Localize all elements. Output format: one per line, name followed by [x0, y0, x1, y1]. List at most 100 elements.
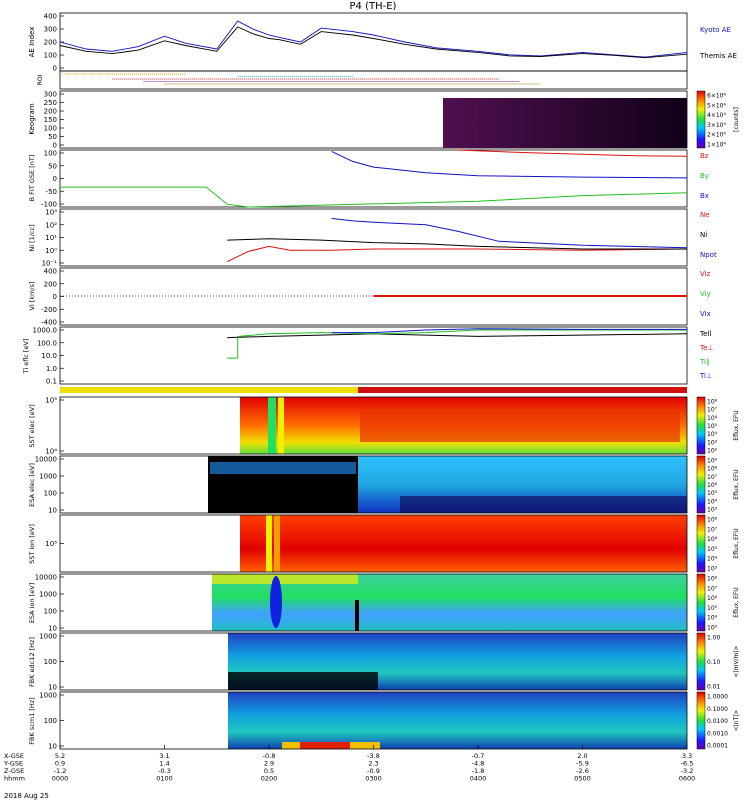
legend-bz: Bz [700, 152, 709, 160]
legend-Tell: Tell [699, 330, 711, 338]
y-tick-label: 10² [45, 221, 57, 229]
spectrogram-yellow-band [212, 574, 358, 584]
panel-frame [59, 573, 688, 632]
spectrogram-main [228, 692, 687, 749]
y-tick-label: -50 [46, 188, 57, 196]
y-tick-labels: 100 50 0 -50 -100 [41, 150, 64, 209]
colorbar-tick-label: 10² [707, 448, 718, 455]
colorbar-tick-label: 6×10⁴ [707, 93, 726, 100]
panel-fbk-edc12: FBK edc12 [Hz] 1000 100 10 1.00 0.10 0.01 <|m… [28, 633, 740, 692]
colorbar [696, 455, 706, 514]
panel-ylabel: SST ion [eV] [28, 524, 36, 564]
y-tick-labels: 10³ 10² 10¹ 10⁰ 10⁻¹ [42, 209, 64, 268]
time-axis-value: -5.9 [576, 760, 589, 768]
spectrogram-streak [266, 515, 272, 572]
time-axis-value: 2.3 [368, 760, 378, 768]
colorbar-tick-label: 10⁷ [707, 585, 718, 592]
colorbar-tick-label: 10³ [707, 439, 718, 446]
y-tick-label: 200 [44, 280, 57, 288]
colorbar-tick-label: 10⁶ [707, 595, 718, 602]
time-axis-value: 3.3 [682, 752, 692, 760]
bfit-series [60, 149, 688, 208]
spectrogram-band [210, 462, 356, 474]
panel-fbk-scm1: FBK scm1 [Hz] 1000 100 10 1.0000 0.1000 0.01… [28, 692, 740, 751]
y-tick-labels: 400 300 200 100 0 [44, 13, 64, 73]
time-axis-value: -0.7 [472, 752, 485, 760]
colorbar [696, 90, 706, 149]
y-tick-label: 50 [48, 162, 57, 170]
legend-Ti⊥: Ti⊥ [699, 372, 712, 380]
legend: Viz Viy Vix [700, 270, 711, 318]
y-tick-label: 10 [48, 684, 57, 692]
time-axis-value: -0.8 [263, 752, 276, 760]
colorbar-tick-label: 10⁸ [707, 517, 718, 524]
colorbar-tick-label: 0.0001 [707, 743, 728, 750]
y-tick-labels: 1000 100 10 [39, 633, 64, 692]
y-tick-labels: 10000 1000 100 10 [35, 456, 64, 515]
y-tick-label: 100 [44, 717, 57, 725]
y-tick-label: 1000 [39, 591, 57, 599]
y-tick-label: 10⁵ [45, 540, 57, 548]
panel-frame [59, 208, 688, 267]
panel-ti: Ti eflc [eV] 1000.0100.010.01.00.1 TellT… [22, 327, 714, 386]
colorbar-label: Eflux, EFU [733, 587, 740, 617]
y-tick-labels: 10⁵ [45, 540, 64, 548]
time-axis-value: -0.3 [158, 767, 171, 775]
colorbar-tick-label: 10³ [707, 566, 718, 573]
colorbar-tick-label: 4×10⁴ [707, 112, 726, 119]
spectrogram-streak [278, 397, 284, 454]
colorbar-label: [counts] [733, 107, 740, 132]
time-axis-value: 1.4 [159, 760, 169, 768]
colorbar [696, 573, 706, 632]
legend-bx: Bx [700, 192, 709, 200]
spectrogram-blue-feature [270, 576, 282, 628]
y-tick-label: 300 [44, 26, 57, 34]
time-axis-value: 3.1 [159, 752, 169, 760]
colorbar-ticks: 6×10⁴ 5×10⁴ 4×10⁴ 3×10⁴ 2×10⁴ 1×10⁴ [counts] [707, 93, 740, 149]
y-tick-label: -200 [41, 306, 57, 314]
y-tick-label: 10 [48, 625, 57, 633]
panel-bfit: B FIT GSE [nT] 100 50 0 -50 -100 Bz By Bx [28, 150, 709, 209]
colorbar-label: Eflux, EFU [733, 410, 740, 440]
legend-Ti∥: Ti∥ [699, 358, 710, 366]
time-axis-row-label: Z-GSE [4, 767, 24, 775]
time-axis-value: 0.5 [264, 767, 274, 775]
y-tick-label: 400 [44, 268, 57, 276]
legend-viz: Viz [700, 270, 711, 278]
y-tick-label: 0.1 [46, 378, 57, 386]
panel-esa-ion: ESA ion [eV] 10000 1000 100 10 10⁸ 10⁷ 10⁶ 10⁵… [28, 574, 740, 633]
y-tick-label: 100 [44, 608, 57, 616]
y-tick-label: 10 [48, 743, 57, 751]
colorbar-label: Eflux, EFU [733, 528, 740, 558]
spectrogram-low-band [400, 496, 687, 513]
y-tick-label: 10.0 [41, 352, 57, 360]
panel-ylabel: SST elec [eV] [28, 404, 36, 447]
panel-sst-ion: SST ion [eV] 10⁵ 10⁸ 10⁷ 10⁶ 10⁵ 10⁴ 10³ Eflux… [28, 514, 740, 573]
colorbar [696, 632, 706, 691]
y-tick-label: 0 [53, 293, 57, 301]
y-tick-label: 200 [44, 39, 57, 47]
y-tick-label: 0 [53, 142, 57, 150]
y-tick-label: 300 [44, 91, 57, 99]
series-bx [331, 150, 688, 179]
colorbar-tick-label: 10⁸ [707, 466, 718, 473]
time-axis-value: 5.2 [55, 752, 65, 760]
roi-bar-yellow [60, 387, 358, 393]
y-tick-labels: 400 200 0 -200 -400 [41, 268, 64, 327]
colorbar-tick-label: 10⁷ [707, 474, 718, 481]
colorbar-tick-label: 10⁸ [707, 399, 718, 406]
y-tick-label: -100 [41, 201, 57, 209]
legend-kyoto-ae: Kyoto AE [700, 26, 731, 34]
y-tick-label: 100 [44, 658, 57, 666]
spectrogram-streak [268, 397, 276, 454]
colorbar-tick-label: 10³ [707, 625, 718, 632]
time-axis-value: -2.6 [576, 767, 589, 775]
colorbar-tick-label: 5×10⁴ [707, 102, 726, 109]
y-tick-label: 10⁴ [45, 448, 57, 456]
series-ni [227, 238, 687, 250]
panel-vi: Vi [km/s] 400 200 0 -200 -400 Viz Viy Vix [28, 268, 711, 327]
colorbar-tick-label: 1×10⁴ [707, 142, 726, 149]
colorbar-tick-label: 10⁷ [707, 526, 718, 533]
y-tick-label: 10⁰ [45, 247, 57, 255]
